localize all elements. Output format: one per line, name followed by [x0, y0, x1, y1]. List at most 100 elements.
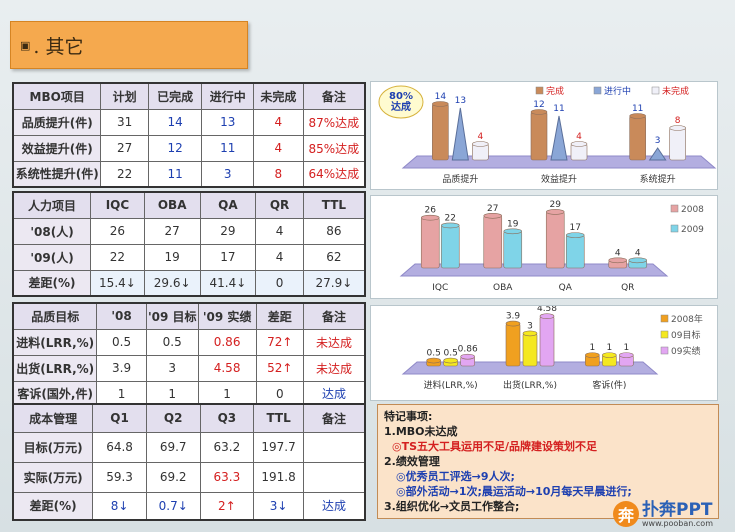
chart-data-label: 3.9: [506, 312, 521, 322]
chart-data-label: 0.5: [427, 349, 441, 359]
mbo-header: MBO项目: [12, 82, 102, 110]
chart-bar-top: [628, 257, 648, 264]
mbo-chart-svg: 14 13 4 品质提升 12 11 4 效益提升 11 3 8 系统提升 完成 进行中 未完成 80%达成: [378, 85, 717, 185]
chart-bar: [530, 111, 548, 161]
hr-table: 人力项目 IQC OBA QA QR TTL '08(人) 26 27 29 4…: [12, 191, 366, 297]
title-bullet-icon: ▣: [20, 38, 31, 52]
logo-mark-icon: 奔: [613, 501, 639, 527]
chart-bar-top: [629, 113, 646, 119]
hr-cell: 15.4↓: [90, 269, 145, 297]
chart-data-label: 0.86: [458, 345, 478, 355]
chart-data-label: 26: [425, 206, 437, 216]
quality-cell: 未达成: [303, 328, 366, 356]
chart-data-label: 12: [533, 100, 544, 110]
hr-cell: 27: [143, 217, 201, 245]
chart-bar-top: [443, 357, 458, 364]
section-title: ▣ . 其它: [10, 21, 248, 69]
chart-data-label: 17: [570, 223, 581, 233]
chart-data-label: 11: [553, 104, 564, 114]
mbo-row-label: 效益提升(件): [12, 134, 102, 162]
chart-data-label: 13: [455, 96, 466, 106]
chart-category-label: OBA: [493, 283, 513, 293]
quality-cell: 52↑: [255, 354, 305, 382]
hr-cell: 62: [302, 243, 366, 271]
quality-header: '09 实绩: [197, 302, 257, 330]
chart-badge-text: 80%: [389, 91, 413, 102]
chart-legend-swatch: [670, 224, 679, 233]
chart-legend-swatch: [593, 86, 602, 95]
chart-bar: [420, 217, 440, 269]
chart-data-label: 1: [589, 343, 595, 353]
chart-category-label: QR: [621, 283, 634, 293]
hr-cell: 86: [302, 217, 366, 245]
chart-bar-top: [440, 222, 460, 229]
mbo-cell: 22: [100, 160, 149, 188]
chart-bar: [505, 323, 521, 367]
chart-bar: [565, 234, 585, 269]
mbo-cell: 14: [147, 108, 203, 136]
cost-row-label: 实际(万元): [12, 461, 94, 493]
section-title-text: . 其它: [33, 35, 84, 58]
chart-bar-top: [669, 125, 686, 131]
cost-cell: 59.3: [92, 461, 147, 493]
quality-row-label: 进料(LRR,%): [12, 328, 98, 356]
chart-bar-top: [503, 228, 523, 235]
logo-text: 扑奔PPT: [642, 499, 713, 520]
chart-legend-label: 09目标: [671, 329, 700, 341]
hr-cell: 4: [255, 243, 304, 271]
table-row: 品质提升(件) 31 14 13 4 87%达成: [12, 108, 366, 136]
hr-row-label: 差距(%): [12, 269, 92, 297]
mbo-cell: 11: [201, 134, 255, 162]
chart-data-label: 11: [632, 104, 643, 114]
cost-cell: 197.7: [253, 431, 304, 463]
hr-chart-svg: 26 22 IQC 27 19 OBA 29 17 QA 4 4 QR 2008 2009: [399, 200, 704, 293]
table-row: 实际(万元) 59.3 69.2 63.3 191.8: [12, 461, 366, 493]
hr-cell: 29.6↓: [143, 269, 201, 297]
chart-bar-top: [602, 352, 617, 358]
hr-cell: 29: [199, 217, 257, 245]
notes-item-2: 2.绩效管理: [384, 455, 440, 468]
cost-cell: 64.8: [92, 431, 147, 463]
chart-bar-top: [545, 209, 565, 215]
chart-bar-top: [608, 257, 628, 264]
chart-bar-top: [426, 357, 441, 364]
cost-header: Q2: [145, 403, 201, 433]
mbo-header: 已完成: [147, 82, 203, 110]
chart-bar: [648, 147, 667, 161]
hr-cell: 22: [90, 243, 145, 271]
notes-panel: 特记事项: 1.MBO未达成 ◎TS五大工具运用不足/品牌建设策划不足 2.绩效…: [377, 404, 719, 519]
quality-table: 品质目标 '08 '09 目标 '09 实绩 差距 备注 进料(LRR,%) 0…: [12, 302, 366, 408]
chart-legend-swatch: [660, 314, 669, 323]
cost-cell: 0.7↓: [145, 491, 201, 521]
hr-cell: 41.4↓: [199, 269, 257, 297]
chart-category-label: 出货(LRR,%): [503, 379, 557, 391]
quality-cell: 4.58: [197, 354, 257, 382]
table-row: 效益提升(件) 27 12 11 4 85%达成: [12, 134, 366, 162]
cost-cell: 达成: [302, 491, 366, 521]
chart-data-label: 1: [606, 343, 612, 353]
chart-bar-top: [530, 109, 548, 115]
chart-data-label: 4: [576, 132, 582, 142]
hr-header: QR: [255, 191, 304, 219]
chart-bar: [503, 230, 523, 269]
mbo-table: MBO项目 计划 已完成 进行中 未完成 备注 品质提升(件) 31 14 13…: [12, 82, 366, 188]
mbo-header: 未完成: [253, 82, 304, 110]
chart-bar-top: [522, 330, 538, 337]
cost-header: TTL: [253, 403, 304, 433]
table-row: '09(人) 22 19 17 4 62: [12, 243, 366, 271]
chart-data-label: 22: [445, 213, 456, 223]
chart-legend-label: 09实绩: [671, 345, 700, 357]
chart-bar: [669, 127, 686, 161]
mbo-header: 备注: [302, 82, 366, 110]
chart-data-label: 29: [550, 200, 562, 210]
brand-logo[interactable]: 奔 扑奔PPT www.pooban.com: [613, 498, 731, 530]
mbo-cell: 27: [100, 134, 149, 162]
chart-badge-text: 达成: [391, 100, 411, 113]
chart-data-label: 1: [623, 343, 629, 353]
hr-header: OBA: [143, 191, 201, 219]
chart-legend-swatch: [670, 204, 679, 213]
mbo-cell: 64%达成: [302, 160, 366, 188]
chart-legend-label: 未完成: [662, 85, 689, 97]
cost-header: 备注: [302, 403, 366, 433]
cost-header: Q3: [199, 403, 255, 433]
